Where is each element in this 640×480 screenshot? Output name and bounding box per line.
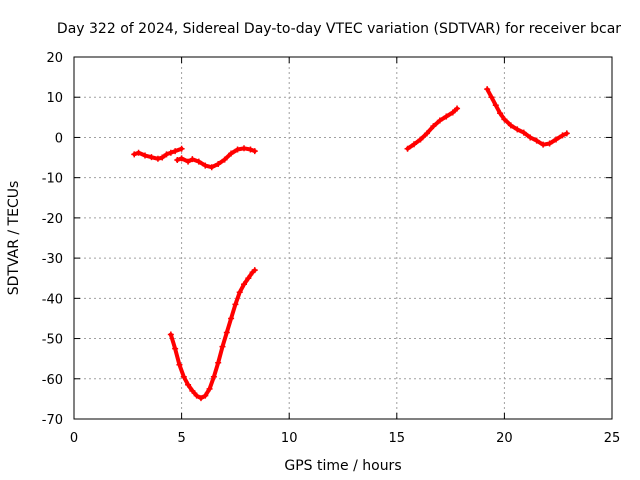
data-point [251, 148, 258, 155]
data-point [247, 146, 254, 153]
chart-title: Day 322 of 2024, Sidereal Day-to-day VTE… [57, 21, 621, 37]
data-point [234, 146, 241, 153]
data-point [197, 395, 204, 402]
x-tick-label: 0 [70, 431, 78, 446]
data-point [215, 359, 222, 366]
data-point [449, 109, 456, 116]
data-point [501, 116, 508, 123]
data-point [436, 117, 443, 124]
data-point [221, 156, 228, 163]
y-tick-label: 10 [46, 91, 63, 106]
data-point [492, 102, 499, 109]
data-point [546, 140, 553, 147]
data-point [219, 343, 226, 350]
y-tick-label: -60 [42, 373, 63, 388]
data-point [497, 110, 504, 117]
data-point [430, 123, 437, 130]
data-point [520, 129, 527, 136]
y-tick-label: -20 [42, 212, 63, 227]
data-point [167, 149, 174, 156]
plot-border [73, 56, 613, 420]
data-point [241, 145, 248, 152]
data-point [135, 149, 142, 156]
data-point [404, 145, 411, 152]
data-point [228, 315, 235, 322]
y-tick-label: 20 [46, 51, 63, 66]
y-tick-label: -70 [42, 413, 63, 428]
data-point [159, 154, 166, 161]
y-tick-label: -40 [42, 292, 63, 307]
data-point [553, 136, 560, 143]
data-point [559, 132, 566, 139]
x-tick-label: 10 [281, 431, 298, 446]
data-point [540, 141, 547, 148]
data-series [131, 86, 570, 402]
grid [74, 57, 612, 419]
y-tick-label: 0 [55, 131, 63, 146]
data-point [423, 130, 430, 137]
data-point [210, 373, 217, 380]
data-point [245, 275, 252, 282]
data-point [131, 151, 138, 158]
data-point [514, 126, 521, 133]
data-point [563, 130, 570, 137]
y-tick-label: -50 [42, 333, 63, 348]
data-point [228, 150, 235, 157]
data-point [507, 122, 514, 129]
x-tick-label: 20 [496, 431, 513, 446]
y-axis-label: SDTVAR / TECUs [6, 181, 22, 296]
data-point [484, 86, 491, 93]
data-point [215, 160, 222, 167]
x-tick-label: 5 [177, 431, 185, 446]
data-point [202, 392, 209, 399]
data-point [236, 289, 243, 296]
data-point [154, 155, 161, 162]
data-point [180, 373, 187, 380]
data-point [178, 155, 185, 162]
data-point [202, 162, 209, 169]
y-tick-label: -30 [42, 252, 63, 267]
axis-ticks: 0 5 10 15 20 25 -70 -60 -50 -40 -30 -20 -10 0 10 20 [42, 51, 621, 446]
data-point [189, 387, 196, 394]
data-point [174, 156, 181, 163]
data-point [488, 94, 495, 101]
data-point [185, 381, 192, 388]
data-point [195, 158, 202, 165]
x-tick-label: 25 [604, 431, 621, 446]
data-point [189, 156, 196, 163]
data-point [163, 151, 170, 158]
data-point [148, 154, 155, 161]
x-tick-label: 15 [389, 431, 406, 446]
data-point [193, 392, 200, 399]
data-point [411, 141, 418, 148]
data-point [417, 136, 424, 143]
data-point [443, 113, 450, 120]
data-point [251, 267, 258, 274]
data-point [206, 385, 213, 392]
data-point [527, 134, 534, 141]
data-point [167, 331, 174, 338]
data-point [185, 158, 192, 165]
x-axis-label: GPS time / hours [284, 458, 401, 474]
data-point [223, 329, 230, 336]
data-point [176, 361, 183, 368]
data-point [208, 164, 215, 171]
data-point [241, 281, 248, 288]
data-point [232, 301, 239, 308]
data-point [142, 152, 149, 159]
data-point [533, 137, 540, 144]
series-line-segment-3 [405, 106, 460, 151]
data-point [178, 145, 185, 152]
data-point [172, 345, 179, 352]
y-tick-label: -10 [42, 172, 63, 187]
data-point [172, 148, 179, 155]
data-point [454, 105, 461, 112]
